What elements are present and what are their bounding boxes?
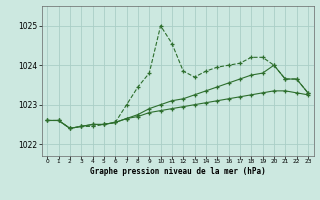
X-axis label: Graphe pression niveau de la mer (hPa): Graphe pression niveau de la mer (hPa) xyxy=(90,167,266,176)
